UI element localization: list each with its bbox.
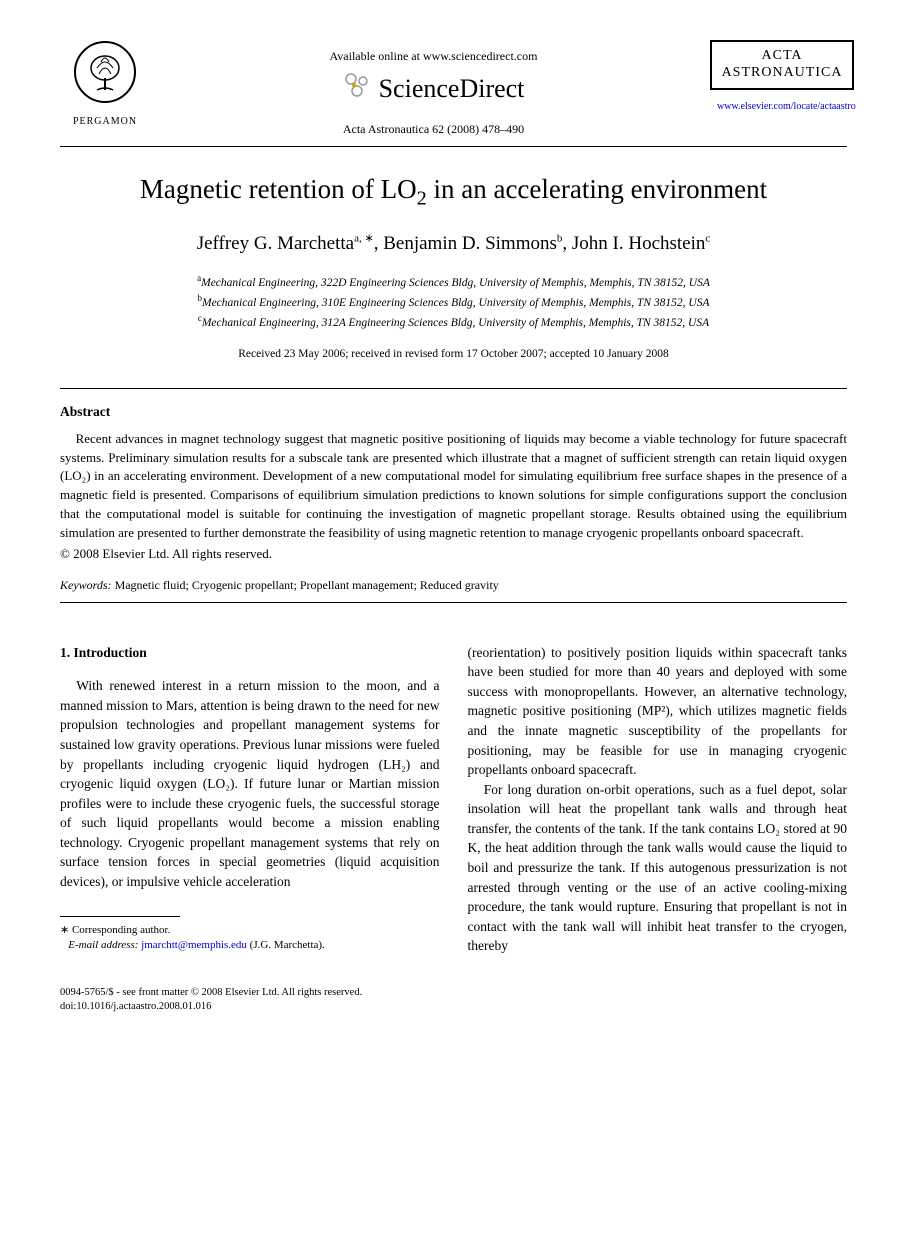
publisher-name: PERGAMON — [73, 115, 137, 129]
author-2-name: Benjamin D. Simmons — [383, 233, 557, 254]
col2-para1: (reorientation) to positively position l… — [468, 643, 848, 780]
center-header: Available online at www.sciencedirect.co… — [150, 40, 717, 138]
footer-line1: 0094-5765/$ - see front matter © 2008 El… — [60, 986, 847, 1001]
affil-b-text: Mechanical Engineering, 310E Engineering… — [202, 296, 710, 308]
sciencedirect-icon — [343, 71, 373, 108]
affiliation-b: bMechanical Engineering, 310E Engineerin… — [60, 292, 847, 312]
body-columns: 1. Introduction With renewed interest in… — [60, 643, 847, 956]
article-title: Magnetic retention of LO2 in an accelera… — [60, 171, 847, 213]
header-rule — [60, 146, 847, 147]
author-1-name: Jeffrey G. Marchetta — [197, 233, 354, 254]
affil-c-text: Mechanical Engineering, 312A Engineering… — [202, 317, 709, 329]
email-author: (J.G. Marchetta). — [250, 939, 325, 951]
footnote-block: ∗ Corresponding author. E-mail address: … — [60, 923, 440, 954]
header-row: PERGAMON Available online at www.science… — [60, 40, 847, 138]
author-3-marks: c — [705, 233, 710, 245]
journal-url-link[interactable]: www.elsevier.com/locate/actaastro — [717, 100, 847, 114]
keywords-line: Keywords: Magnetic fluid; Cryogenic prop… — [60, 577, 847, 594]
col2-para2: For long duration on-orbit operations, s… — [468, 780, 848, 956]
copyright-line: © 2008 Elsevier Ltd. All rights reserved… — [60, 545, 847, 563]
affiliation-c: cMechanical Engineering, 312A Engineerin… — [60, 312, 847, 332]
journal-logo: ACTA ASTRONAUTICA — [710, 40, 855, 90]
footnote-rule — [60, 916, 180, 917]
email-label: E-mail address: — [68, 939, 138, 951]
journal-logo-block: ACTA ASTRONAUTICA www.elsevier.com/locat… — [717, 40, 847, 114]
journal-citation: Acta Astronautica 62 (2008) 478–490 — [150, 121, 717, 138]
col1-para1: With renewed interest in a return missio… — [60, 676, 440, 891]
affil-a-text: Mechanical Engineering, 322D Engineering… — [201, 276, 710, 288]
section-1-heading: 1. Introduction — [60, 643, 440, 663]
abstract-text: Recent advances in magnet technology sug… — [60, 430, 847, 543]
abstract-top-rule — [60, 388, 847, 389]
footer-line2: doi:10.1016/j.actaastro.2008.01.016 — [60, 1000, 847, 1015]
author-3: John I. Hochsteinc — [572, 233, 710, 254]
corresponding-author: ∗ Corresponding author. — [60, 923, 440, 938]
keywords-label: Keywords: — [60, 578, 112, 592]
email-line: E-mail address: jmarchtt@memphis.edu (J.… — [60, 938, 440, 953]
title-sub: 2 — [417, 188, 427, 210]
column-right: (reorientation) to positively position l… — [468, 643, 848, 956]
author-2: Benjamin D. Simmonsb — [383, 233, 562, 254]
author-2-marks: b — [557, 233, 563, 245]
author-1-marks: a, ∗ — [354, 233, 374, 245]
authors-line: Jeffrey G. Marchettaa, ∗, Benjamin D. Si… — [60, 231, 847, 258]
column-left: 1. Introduction With renewed interest in… — [60, 643, 440, 956]
received-line: Received 23 May 2006; received in revise… — [60, 346, 847, 362]
title-post: in an accelerating environment — [427, 174, 767, 204]
available-online-text: Available online at www.sciencedirect.co… — [150, 48, 717, 65]
journal-name-line1: ACTA — [722, 48, 843, 65]
journal-name-line2: ASTRONAUTICA — [722, 65, 843, 82]
pergamon-tree-icon — [73, 40, 137, 111]
email-link[interactable]: jmarchtt@memphis.edu — [141, 939, 247, 951]
abstract-bottom-rule — [60, 602, 847, 603]
publisher-logo-block: PERGAMON — [60, 40, 150, 129]
sciencedirect-row: ScienceDirect — [150, 71, 717, 108]
author-1: Jeffrey G. Marchettaa, ∗ — [197, 233, 374, 254]
affiliations: aMechanical Engineering, 322D Engineerin… — [60, 272, 847, 332]
footer-info: 0094-5765/$ - see front matter © 2008 El… — [60, 986, 847, 1015]
sciencedirect-text: ScienceDirect — [379, 71, 525, 107]
affiliation-a: aMechanical Engineering, 322D Engineerin… — [60, 272, 847, 292]
abstract-heading: Abstract — [60, 403, 847, 422]
title-pre: Magnetic retention of LO — [140, 174, 417, 204]
author-3-name: John I. Hochstein — [572, 233, 706, 254]
keywords-text: Magnetic fluid; Cryogenic propellant; Pr… — [112, 578, 499, 592]
